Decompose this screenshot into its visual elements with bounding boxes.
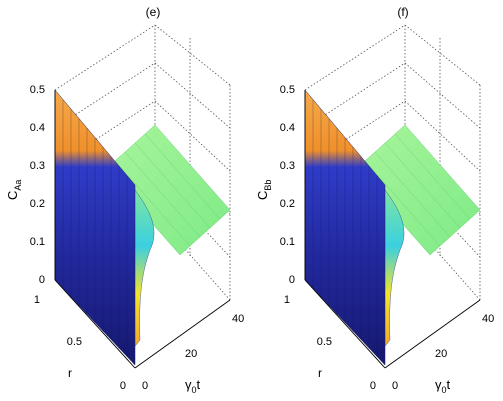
t-axis-label: γ0t [435,377,451,395]
r-tick: 0.5 [317,336,332,348]
z-tick: 0.1 [30,236,45,248]
panel-f: (f) [255,5,494,395]
z-tick: 0.2 [30,198,45,210]
t-tick: 20 [435,348,447,360]
r-tick: 0 [120,380,126,392]
z-label-main: C [255,191,270,200]
panel-e: (e) [5,5,244,395]
z-tick: 0.2 [280,198,295,210]
z-tick: 0.3 [280,160,295,172]
r-tick: 0 [370,380,376,392]
z-tick: 0.4 [30,122,45,134]
z-tick: 0.1 [280,236,295,248]
z-tick: 0.3 [30,160,45,172]
z-tick: 0 [289,274,295,286]
z-label-sub: Bb [263,180,273,191]
surface-plateau [354,124,481,256]
r-tick: 0.5 [67,336,82,348]
r-axis-label: r [68,366,72,380]
svg-text:CAa: CAa [5,180,23,200]
z-axis-label: CBb [255,180,273,200]
svg-text:CBb: CBb [255,180,273,200]
t-tick: 20 [185,348,197,360]
z-tick: 0.4 [280,122,295,134]
z-tick: 0 [39,274,45,286]
panel-title: (f) [397,5,408,19]
z-label-main: C [5,191,20,200]
r-tick: 1 [284,294,290,306]
z-axis-label: CAa [5,180,23,200]
z-tick: 0.5 [30,84,45,96]
r-axis-label: r [318,366,322,380]
t-tick: 40 [482,313,494,325]
t-tick: 0 [392,380,398,392]
t-axis-label: γ0t [185,377,201,395]
z-label-sub: Aa [13,180,23,191]
surface-plateau [104,124,231,256]
z-tick: 0.5 [280,84,295,96]
t-tick: 40 [232,313,244,325]
r-tick: 1 [34,294,40,306]
t-tick: 0 [142,380,148,392]
panel-title: (e) [146,5,161,19]
